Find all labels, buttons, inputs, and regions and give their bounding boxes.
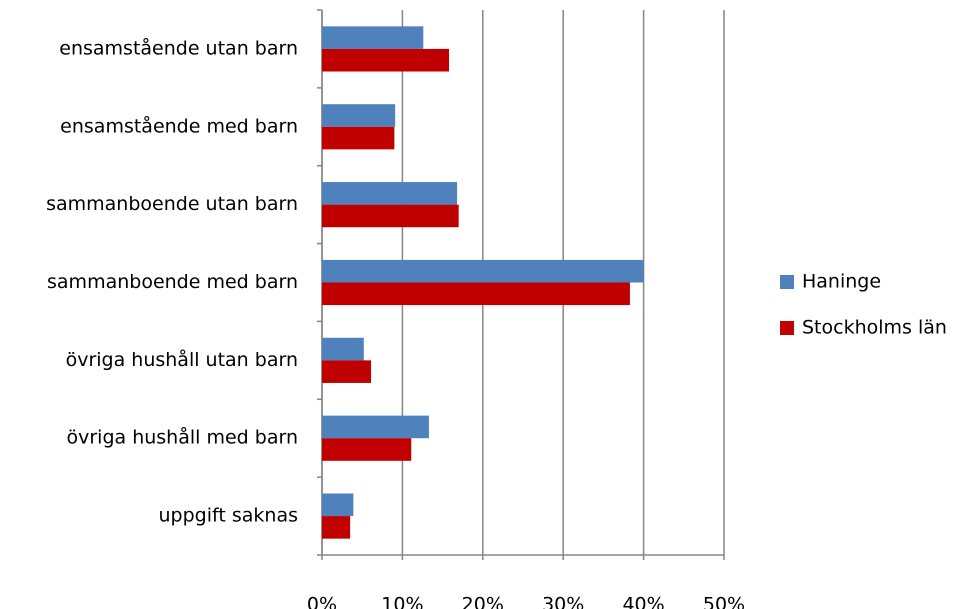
y-tick-label: övriga hushåll med barn [67,426,299,449]
bar [322,182,458,205]
x-tick-label: 30% [542,594,584,609]
x-tick-label: 10% [381,594,423,609]
y-tick-label: sammanboende med barn [47,271,298,293]
x-tick-label: 40% [622,594,664,609]
bar [322,204,459,228]
bar [322,282,630,306]
bar [322,337,364,361]
x-tick-label: 20% [462,594,504,609]
bar [322,259,644,283]
y-tick-label: ensamstående utan barn [59,36,298,59]
bar [322,493,354,517]
bar [322,104,396,127]
legend-label: Stockholms län [802,317,947,339]
bar [322,516,351,539]
bar [322,438,412,461]
bar [322,48,450,72]
bar [322,26,424,49]
y-tick-label: ensamstående med barn [60,114,298,137]
y-tick-label: uppgift saknas [159,505,298,527]
x-tick-label: 50% [703,594,745,609]
y-tick-label: övriga hushåll utan barn [66,348,298,371]
legend-swatch [780,321,794,335]
bar [322,360,372,383]
y-tick-label: sammanboende utan barn [46,193,298,215]
legend-label: Haninge [802,271,881,293]
bar [322,126,395,150]
bar [322,415,429,439]
x-tick-label: 0% [307,594,337,609]
legend-swatch [780,275,794,289]
